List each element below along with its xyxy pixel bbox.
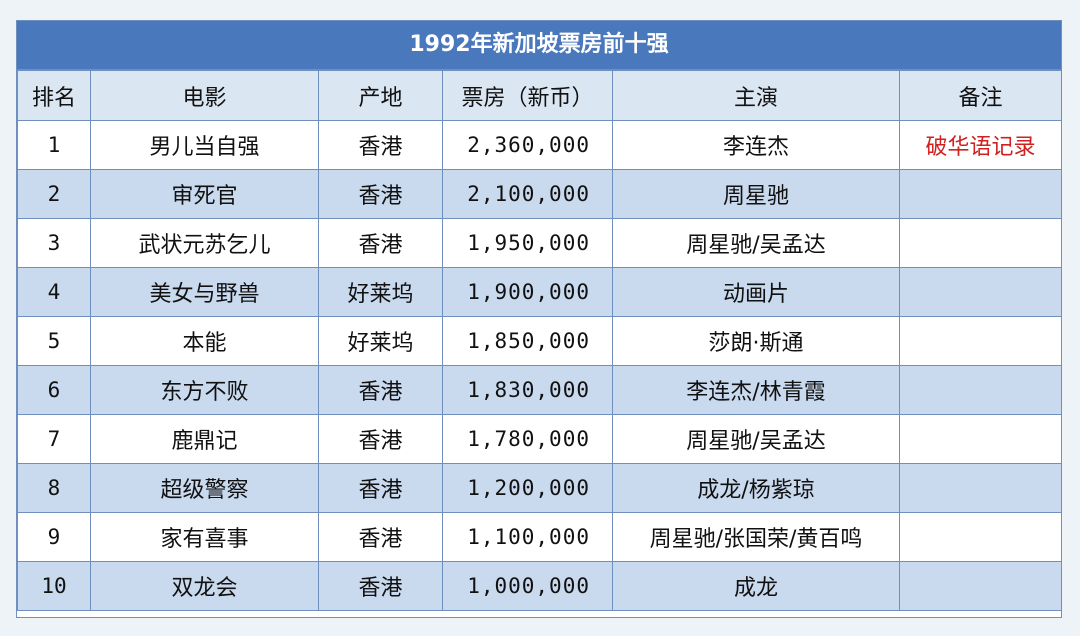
cell-rank: 2 <box>17 169 91 219</box>
cell-film: 东方不败 <box>90 365 319 415</box>
box-office-table-frame: 1992年新加坡票房前十强 排名 电影 产地 票房（新币） 主演 备注 1 男儿当… <box>16 20 1062 618</box>
cell-film: 本能 <box>90 316 319 366</box>
cell-origin: 香港 <box>318 512 443 562</box>
table-row: 8 超级警察 香港 1,200,000 成龙/杨紫琼 <box>17 463 1062 513</box>
cell-origin: 香港 <box>318 218 443 268</box>
cell-note <box>899 218 1062 268</box>
cell-film: 男儿当自强 <box>90 120 319 170</box>
table-row: 4 美女与野兽 好莱坞 1,900,000 动画片 <box>17 267 1062 317</box>
header-film: 电影 <box>90 70 319 121</box>
table-row: 5 本能 好莱坞 1,850,000 莎朗·斯通 <box>17 316 1062 366</box>
cell-rank: 6 <box>17 365 91 415</box>
cell-origin: 香港 <box>318 561 443 611</box>
table-row: 1 男儿当自强 香港 2,360,000 李连杰 破华语记录 <box>17 120 1062 170</box>
cell-rank: 9 <box>17 512 91 562</box>
table-row: 3 武状元苏乞儿 香港 1,950,000 周星驰/吴孟达 <box>17 218 1062 268</box>
cell-film: 超级警察 <box>90 463 319 513</box>
table-row: 7 鹿鼎记 香港 1,780,000 周星驰/吴孟达 <box>17 414 1062 464</box>
cell-rank: 7 <box>17 414 91 464</box>
cell-note <box>899 316 1062 366</box>
cell-rank: 4 <box>17 267 91 317</box>
table-row: 6 东方不败 香港 1,830,000 李连杰/林青霞 <box>17 365 1062 415</box>
cell-box-office: 1,830,000 <box>442 365 613 415</box>
cell-origin: 香港 <box>318 120 443 170</box>
cell-film: 审死官 <box>90 169 319 219</box>
header-stars: 主演 <box>612 70 900 121</box>
table-row: 2 审死官 香港 2,100,000 周星驰 <box>17 169 1062 219</box>
header-row: 排名 电影 产地 票房（新币） 主演 备注 <box>17 70 1062 121</box>
cell-note <box>899 414 1062 464</box>
cell-box-office: 2,100,000 <box>442 169 613 219</box>
cell-note: 破华语记录 <box>899 120 1062 170</box>
cell-note <box>899 561 1062 611</box>
cell-film: 鹿鼎记 <box>90 414 319 464</box>
cell-origin: 香港 <box>318 365 443 415</box>
header-origin: 产地 <box>318 70 443 121</box>
cell-rank: 5 <box>17 316 91 366</box>
cell-box-office: 2,360,000 <box>442 120 613 170</box>
cell-box-office: 1,780,000 <box>442 414 613 464</box>
table-title: 1992年新加坡票房前十强 <box>17 21 1061 70</box>
cell-origin: 好莱坞 <box>318 267 443 317</box>
header-box-office: 票房（新币） <box>442 70 613 121</box>
cell-stars: 成龙/杨紫琼 <box>612 463 900 513</box>
header-note: 备注 <box>899 70 1062 121</box>
cell-box-office: 1,900,000 <box>442 267 613 317</box>
cell-box-office: 1,850,000 <box>442 316 613 366</box>
cell-stars: 莎朗·斯通 <box>612 316 900 366</box>
cell-rank: 3 <box>17 218 91 268</box>
cell-box-office: 1,100,000 <box>442 512 613 562</box>
cell-rank: 10 <box>17 561 91 611</box>
cell-origin: 好莱坞 <box>318 316 443 366</box>
cell-origin: 香港 <box>318 463 443 513</box>
cell-rank: 1 <box>17 120 91 170</box>
cell-box-office: 1,950,000 <box>442 218 613 268</box>
cell-film: 武状元苏乞儿 <box>90 218 319 268</box>
cell-origin: 香港 <box>318 414 443 464</box>
table-row: 9 家有喜事 香港 1,100,000 周星驰/张国荣/黄百鸣 <box>17 512 1062 562</box>
cell-box-office: 1,000,000 <box>442 561 613 611</box>
cell-stars: 周星驰/吴孟达 <box>612 218 900 268</box>
cell-film: 家有喜事 <box>90 512 319 562</box>
cell-note <box>899 267 1062 317</box>
cell-stars: 成龙 <box>612 561 900 611</box>
cell-stars: 周星驰 <box>612 169 900 219</box>
cell-stars: 李连杰 <box>612 120 900 170</box>
cell-stars: 动画片 <box>612 267 900 317</box>
cell-stars: 李连杰/林青霞 <box>612 365 900 415</box>
cell-rank: 8 <box>17 463 91 513</box>
box-office-table: 排名 电影 产地 票房（新币） 主演 备注 1 男儿当自强 香港 2,360,000 李… <box>17 70 1062 611</box>
cell-note <box>899 365 1062 415</box>
cell-note <box>899 169 1062 219</box>
cell-note <box>899 512 1062 562</box>
cell-film: 双龙会 <box>90 561 319 611</box>
cell-origin: 香港 <box>318 169 443 219</box>
table-row: 10 双龙会 香港 1,000,000 成龙 <box>17 561 1062 611</box>
cell-note <box>899 463 1062 513</box>
cell-film: 美女与野兽 <box>90 267 319 317</box>
cell-stars: 周星驰/吴孟达 <box>612 414 900 464</box>
header-rank: 排名 <box>17 70 91 121</box>
cell-stars: 周星驰/张国荣/黄百鸣 <box>612 512 900 562</box>
cell-box-office: 1,200,000 <box>442 463 613 513</box>
